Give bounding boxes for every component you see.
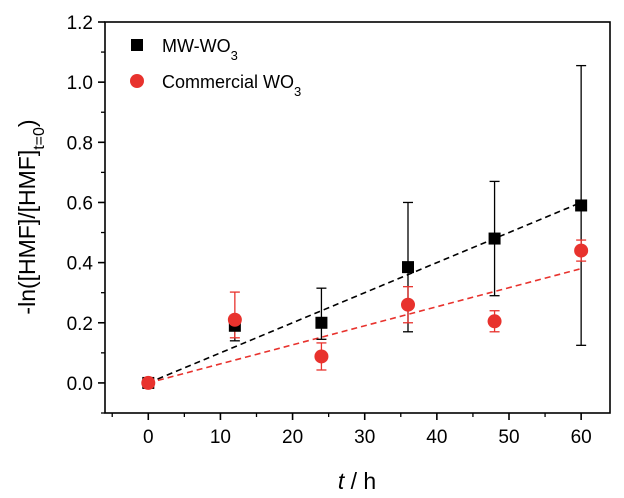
y-tick-label: 0.2 (67, 314, 93, 335)
data-point-commercial-wo3 (401, 297, 415, 312)
data-point-commercial-wo3 (227, 312, 242, 327)
error-bars (229, 64, 587, 371)
data-point-commercial-wo3 (314, 349, 329, 364)
x-tick-label: 60 (571, 427, 592, 448)
legend-label-commercial-wo3: Commercial WO3 (162, 72, 301, 99)
data-points (141, 199, 589, 390)
x-tick-label: 30 (354, 427, 375, 448)
grid-layer: 0 10 20 30 40 50 60 0.0 0.2 0.4 0.6 0.8 1.0 1.2 (67, 13, 592, 448)
legend-label-mw-wo3: MW-WO3 (162, 36, 238, 63)
legend-marker-mw-wo3 (131, 39, 143, 51)
x-tick-label: 40 (426, 427, 447, 448)
fit-lines (147, 201, 582, 384)
error-bar-mw-wo3 (316, 287, 327, 340)
x-tick-label: 0 (143, 427, 154, 448)
data-point-commercial-wo3 (141, 375, 156, 390)
data-point-commercial-wo3 (574, 243, 589, 258)
legend: MW-WO3 Commercial WO3 (130, 36, 301, 99)
data-point-mw-wo3 (575, 199, 588, 212)
legend-marker-commercial-wo3 (130, 74, 144, 88)
fit-line-commercial-wo3 (148, 267, 582, 384)
y-tick-label: 0.6 (67, 193, 93, 214)
y-tick-label: 0.0 (67, 374, 93, 395)
data-point-mw-wo3 (315, 316, 328, 329)
x-tick-label: 10 (210, 427, 231, 448)
x-tick-label: 20 (282, 427, 303, 448)
y-tick-label: 0.8 (67, 133, 93, 154)
x-tick-label: 50 (498, 427, 519, 448)
y-axis-title: -ln([HMF]/[HMF]t=0.) (14, 119, 48, 314)
y-tick-label: 1.2 (67, 13, 93, 34)
fit-line-mw-wo3 (147, 201, 582, 384)
plot-frame (104, 21, 611, 414)
data-point-mw-wo3 (402, 261, 414, 274)
data-point-commercial-wo3 (487, 314, 502, 329)
y-tick-label: 1.0 (67, 73, 93, 94)
y-tick-label: 0.4 (67, 254, 94, 275)
data-point-mw-wo3 (488, 232, 501, 245)
x-axis-title: t / h (338, 468, 376, 494)
